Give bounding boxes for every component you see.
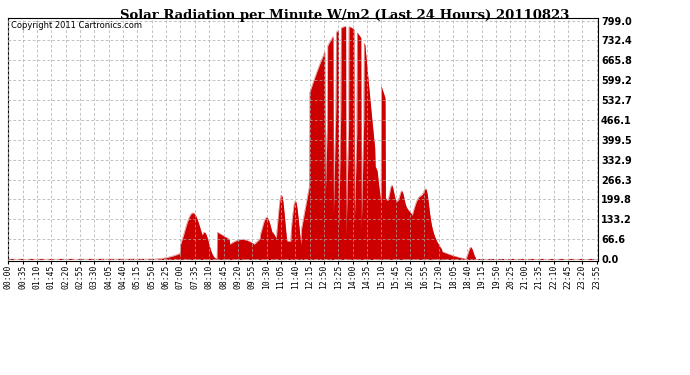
Text: Solar Radiation per Minute W/m2 (Last 24 Hours) 20110823: Solar Radiation per Minute W/m2 (Last 24… (120, 9, 570, 22)
Text: Copyright 2011 Cartronics.com: Copyright 2011 Cartronics.com (11, 21, 142, 30)
